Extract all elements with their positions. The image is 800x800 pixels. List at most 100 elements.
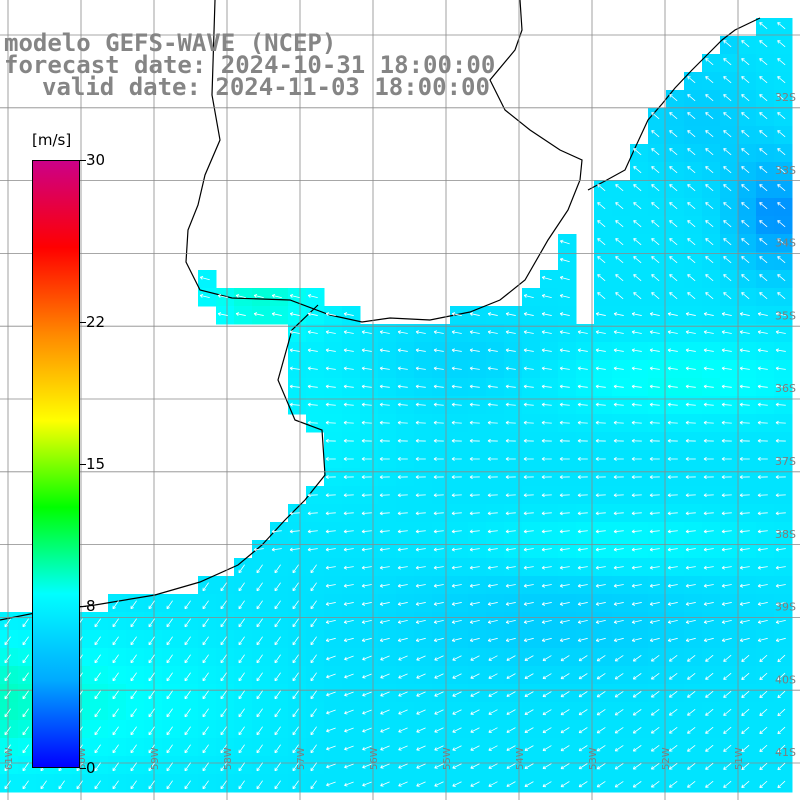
- wind-arrow: [721, 583, 732, 588]
- latitude-label: 34S: [775, 237, 796, 250]
- latitude-label: 32S: [775, 91, 796, 104]
- coastline-north: [185, 0, 583, 323]
- wind-arrow: [434, 673, 444, 679]
- wind-arrow: [488, 673, 498, 679]
- wind-arrow: [559, 565, 570, 570]
- wind-arrow: [685, 312, 696, 316]
- wind-arrow: [595, 475, 606, 480]
- wind-arrow: [523, 547, 534, 552]
- wind-arrow: [292, 636, 299, 646]
- wind-arrow: [361, 583, 372, 588]
- wind-arrow: [685, 547, 696, 552]
- wind-arrow: [148, 762, 155, 772]
- wind-arrow: [650, 781, 660, 788]
- wind-arrow: [775, 438, 786, 443]
- wind-arrow: [274, 726, 281, 736]
- wind-arrow: [705, 112, 714, 120]
- wind-arrow: [577, 583, 588, 588]
- wind-arrow: [541, 619, 552, 624]
- wind-arrow: [325, 637, 336, 643]
- wind-arrow: [650, 673, 660, 680]
- wind-arrow: [184, 708, 191, 718]
- wind-arrow: [721, 637, 732, 643]
- wind-arrow: [4, 708, 11, 718]
- wind-arrow: [757, 348, 768, 353]
- wind-arrow: [235, 294, 246, 299]
- colorbar-tick-label: 30: [86, 151, 106, 169]
- wind-arrow: [220, 762, 227, 772]
- wind-arrow: [595, 457, 606, 461]
- wind-arrow: [667, 637, 678, 643]
- wind-arrow: [130, 636, 137, 646]
- wind-arrow: [667, 312, 678, 316]
- wind-arrow: [380, 781, 390, 787]
- wind-arrow: [633, 184, 642, 192]
- wind-arrow: [379, 438, 390, 443]
- wind-arrow: [687, 130, 696, 138]
- wind-arrow: [361, 619, 372, 624]
- wind-arrow: [777, 58, 786, 66]
- wind-arrow: [397, 602, 408, 606]
- wind-arrow: [649, 366, 660, 371]
- wind-arrow: [469, 438, 480, 443]
- wind-arrow: [741, 202, 750, 210]
- wind-arrow: [289, 547, 300, 552]
- wind-arrow: [651, 256, 660, 264]
- wind-arrow: [256, 672, 263, 682]
- wind-arrow: [632, 763, 642, 770]
- wind-arrow: [685, 511, 696, 516]
- wind-arrow: [577, 420, 588, 425]
- wind-arrow: [524, 763, 534, 770]
- wind-arrow: [379, 348, 390, 353]
- wind-arrow: [667, 565, 678, 570]
- wind-arrow: [759, 76, 768, 84]
- wind-arrow: [325, 583, 336, 588]
- wind-arrow: [775, 511, 786, 516]
- wind-arrow: [596, 781, 606, 788]
- wind-arrow: [577, 602, 588, 606]
- wind-arrow: [202, 636, 209, 646]
- wind-arrow: [274, 600, 281, 610]
- wind-arrow: [577, 619, 588, 624]
- wind-arrow: [613, 384, 624, 389]
- wind-arrow: [633, 292, 642, 300]
- wind-arrow: [541, 511, 552, 516]
- wind-arrow: [274, 564, 281, 574]
- wind-arrow: [274, 582, 281, 592]
- wind-arrow: [705, 148, 714, 156]
- colorbar-tick-label: 8: [86, 596, 96, 615]
- wind-arrow: [721, 602, 732, 606]
- wind-arrow: [649, 420, 660, 425]
- wind-arrow: [721, 384, 732, 389]
- wind-arrow: [523, 457, 534, 461]
- wind-arrow: [741, 58, 750, 66]
- latitude-label: 39S: [775, 601, 796, 614]
- wind-arrow: [361, 565, 372, 570]
- wind-arrow: [166, 672, 173, 682]
- wind-arrow: [325, 348, 336, 353]
- wind-arrow: [669, 690, 678, 698]
- wind-arrow: [256, 708, 263, 718]
- wind-arrow: [326, 727, 336, 733]
- wind-arrow: [307, 366, 318, 371]
- wind-arrow: [469, 348, 480, 353]
- wind-arrow: [505, 547, 516, 552]
- wind-arrow: [310, 690, 317, 700]
- wind-arrow: [524, 727, 534, 734]
- wind-arrow: [669, 238, 678, 246]
- wind-arrow: [651, 130, 660, 138]
- wind-arrow: [289, 348, 300, 353]
- wind-arrow: [292, 690, 299, 700]
- wind-arrow: [613, 493, 624, 498]
- wind-arrow: [434, 655, 444, 661]
- wind-arrow: [615, 220, 624, 228]
- wind-arrow: [613, 529, 624, 534]
- wind-arrow: [184, 636, 191, 646]
- wind-arrow: [613, 637, 624, 643]
- wind-arrow: [775, 348, 786, 353]
- wind-arrow: [433, 438, 444, 443]
- wind-arrow: [379, 493, 390, 498]
- wind-arrow: [649, 457, 660, 461]
- wind-arrow: [380, 745, 390, 751]
